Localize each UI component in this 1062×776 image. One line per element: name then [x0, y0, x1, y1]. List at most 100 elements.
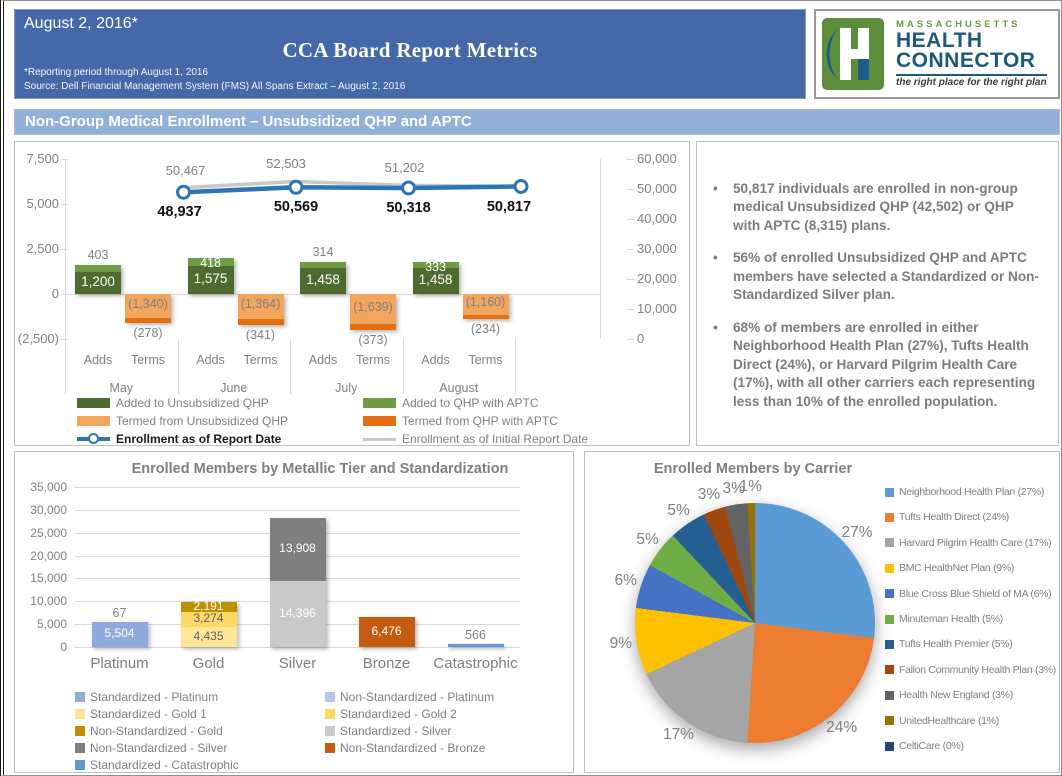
y-axis-tick: 25,000 [30, 525, 67, 540]
termed-unsub-label: (1,340) [128, 297, 168, 312]
header-banner: August 2, 2016* CCA Board Report Metrics… [14, 9, 806, 99]
tier-category-label: Catastrophic [433, 655, 518, 672]
pie-percent-label: 3% [697, 486, 721, 504]
tier-segment-label: 4,435 [193, 628, 224, 643]
metallic-tier-chart-panel: Enrolled Members by Metallic Tier and St… [14, 451, 574, 773]
legend-label: CeltiCare (0%) [899, 740, 964, 752]
y-axis-tick: 0 [60, 640, 67, 654]
adds-bar [187, 258, 234, 294]
tier-segment-label: 67 [112, 605, 127, 620]
pie-legend-item: Tufts Health Direct (24%) [885, 511, 1009, 523]
health-connector-logo: MASSACHUSETTS HEALTH CONNECTOR the right… [814, 9, 1060, 99]
legend-swatch [885, 665, 894, 675]
legend-swatch [75, 742, 85, 753]
terms-bar [350, 294, 396, 331]
legend-marker [88, 433, 99, 444]
report-enrollment-label: 50,318 [386, 200, 431, 217]
left-axis-tick: 5,000 [26, 196, 59, 211]
legend-swatch [325, 691, 335, 702]
tier-bar [269, 517, 326, 647]
month-label: June [220, 381, 248, 395]
tier-segment-label: 6,476 [371, 624, 402, 639]
zero-gridline [65, 294, 600, 295]
right-axis-tickmark [627, 309, 634, 310]
termed-aptc-label: (373) [358, 333, 388, 348]
adds-sublabel: Adds [83, 353, 113, 367]
key-finding-bullet: • 56% of enrolled Unsubsidized QHP and AP… [713, 249, 1040, 304]
initial-enrollment-label: 50,467 [165, 162, 206, 178]
added-aptc-label: 314 [312, 245, 334, 260]
legend-label: Blue Cross Blue Shield of MA (6%) [899, 587, 1052, 600]
initial-enrollment-label: 52,503 [266, 156, 306, 172]
legend-label: Enrollment as of Report Date [116, 432, 282, 446]
termed-unsub-segment [462, 294, 509, 315]
metallic-legend-item: Standardized - Gold 2 [325, 707, 457, 721]
metallic-legend-item: Standardized - Silver [325, 724, 451, 738]
legend-label: Non-Standardized - Gold [90, 723, 223, 738]
tier-segment [180, 611, 237, 627]
enrollment-lines [65, 159, 600, 354]
legend-swatch [325, 742, 335, 753]
legend-swatch [75, 759, 85, 770]
right-axis-tick: 50,000 [637, 181, 677, 196]
month-separator [177, 339, 179, 394]
terms-bar [125, 294, 171, 324]
tier-segment-label: 5,504 [104, 626, 135, 641]
pie-chart-title: Enrolled Members by Carrier [653, 461, 853, 477]
y-axis-tick: 10,000 [30, 594, 67, 609]
y-axis-tick: 20,000 [30, 548, 67, 563]
adds-bar [75, 265, 121, 294]
tier-segment [91, 621, 148, 647]
terms-sublabel: Terms [130, 353, 166, 367]
added-unsub-label: 1,458 [306, 271, 340, 287]
metallic-chart-title: Enrolled Members by Metallic Tier and St… [131, 461, 509, 477]
pie-percent-label: 24% [826, 718, 858, 736]
left-axis-tickmark [61, 204, 68, 205]
termed-unsub-label: (1,639) [353, 299, 393, 314]
legend-label: Health New England (3%) [899, 689, 1013, 702]
tier-segment [180, 601, 237, 612]
pie-legend-item: Fallon Community Health Plan (3%) [885, 664, 1056, 676]
legend-swatch [325, 708, 335, 719]
tier-segment [358, 617, 415, 647]
legend-label: BMC HealthNet Plan (9%) [899, 562, 1015, 575]
legend-label: Enrollment as of Initial Report Date [402, 432, 589, 446]
legend-swatch [77, 398, 110, 408]
terms-bar [237, 294, 284, 325]
terms-sublabel: Terms [355, 353, 391, 367]
termed-aptc-segment [350, 323, 396, 331]
page-title: CCA Board Report Metrics [282, 38, 538, 62]
legend-swatch [363, 416, 396, 426]
legend-label: UnitedHealthcare (1%) [899, 714, 999, 727]
legend-swatch [75, 691, 85, 702]
legend-label: Standardized - Gold 1 [90, 706, 207, 721]
bullet-text: 50,817 individuals are enrolled in non-g… [733, 181, 1018, 233]
left-axis-tickmark [61, 159, 68, 160]
left-axis-tickmark [61, 294, 68, 295]
legend-swatch [75, 725, 85, 736]
health-connector-logo-mark [822, 18, 884, 90]
legend-swatch [75, 708, 85, 719]
pie-legend-item: Health New England (3%) [885, 689, 1013, 701]
pie-legend-item: Tufts Health Premier (5%) [885, 638, 1013, 651]
tier-category-label: Platinum [90, 655, 149, 672]
legend-label: Tufts Health Premier (5%) [899, 638, 1013, 651]
section-title-bar: Non-Group Medical Enrollment – Unsubsidi… [14, 109, 1060, 135]
added-unsub-label: 1,200 [81, 274, 115, 290]
legend-label: Standardized - Catastrophic [90, 757, 239, 772]
legend-line-swatch [363, 437, 396, 441]
tier-bar [180, 601, 237, 647]
tier-segment [447, 644, 504, 647]
key-findings-list: • 50,817 individuals are enrolled in non-… [713, 180, 1040, 425]
footnote-source: Source: Dell Financial Management System… [24, 81, 406, 92]
metallic-legend-item: Standardized - Platinum [75, 690, 218, 704]
added-unsub-label: 1,458 [418, 271, 453, 287]
combo-legend-item: Enrollment as of Initial Report Date [363, 432, 588, 446]
pie-percent-label: 5% [667, 501, 690, 519]
right-axis-tickmark [627, 189, 634, 190]
tier-segment-label: 566 [465, 628, 486, 643]
month-separator [515, 339, 516, 394]
metallic-legend-item: Non-Standardized - Silver [75, 741, 227, 755]
legend-swatch [885, 690, 894, 700]
